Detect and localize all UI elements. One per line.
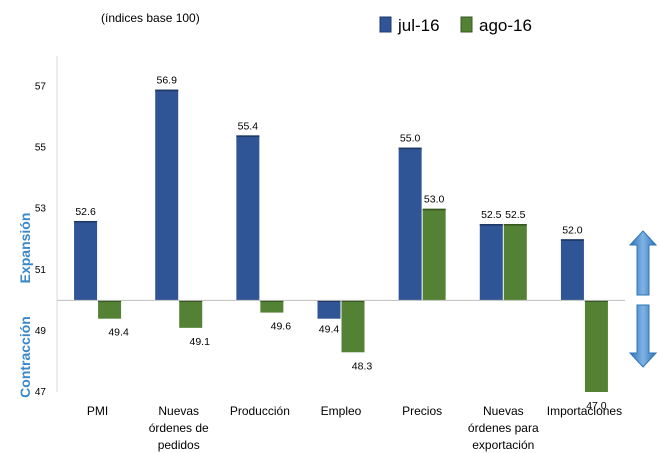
y-axis: 47 49 51 53 55 57 (35, 82, 47, 398)
x-tick-label: Nuevas (158, 404, 199, 418)
bar-ago (341, 300, 365, 353)
value-label: 47.0 (586, 400, 607, 412)
side-label-expansion: Expansión (17, 213, 33, 284)
x-axis-labels: PMI Nuevas órdenes de pedidos Producción Empl… (87, 404, 622, 452)
legend: jul-16 ago-16 (379, 16, 532, 35)
value-label: 49.4 (319, 324, 340, 336)
x-tick-label: Precios (402, 404, 442, 418)
value-label: 52.6 (75, 206, 96, 218)
bar-jul (74, 220, 98, 301)
bar-jul (398, 147, 422, 301)
value-label: 49.6 (271, 321, 292, 333)
value-label: 55.0 (400, 133, 421, 145)
value-label: 49.4 (108, 327, 129, 339)
x-tick-label: exportación (472, 438, 534, 452)
value-label: 52.5 (481, 209, 502, 221)
bar-jul (560, 239, 584, 301)
bar-jul (236, 135, 260, 301)
bar-ago (503, 224, 527, 301)
value-label: 52.5 (505, 209, 526, 221)
x-tick-label: PMI (87, 404, 108, 418)
value-labels: 52.6 56.9 55.4 49.4 55.0 52.5 52.0 49.4 49.1 49.6… (75, 75, 606, 412)
x-tick-label: Importaciones (547, 404, 622, 418)
value-label: 56.9 (156, 75, 177, 87)
arrow-up-icon (628, 230, 658, 296)
legend-swatch-jul (379, 16, 392, 33)
y-tick-label: 49 (35, 326, 47, 337)
legend-swatch-ago (460, 16, 473, 33)
x-tick-label: pedidos (158, 438, 200, 452)
bar-jul (317, 300, 341, 319)
bar-ago (179, 300, 203, 328)
legend-label-ago: ago-16 (479, 16, 532, 35)
y-tick-label: 47 (35, 387, 47, 398)
y-tick-label: 55 (35, 143, 47, 154)
bar-ago (584, 300, 608, 392)
bar-jul (479, 224, 503, 301)
legend-label-jul: jul-16 (397, 16, 440, 35)
bar-ago (260, 300, 284, 313)
x-tick-label: órdenes para (468, 421, 539, 435)
x-tick-label: órdenes de (149, 421, 209, 435)
value-label: 52.0 (562, 224, 583, 236)
x-tick-label: Empleo (321, 404, 362, 418)
value-label: 49.1 (189, 336, 210, 348)
value-label: 55.4 (238, 120, 259, 132)
bar-ago (422, 208, 446, 301)
value-label: 48.3 (352, 360, 373, 372)
bar-jul (155, 89, 179, 301)
bar-ago (98, 300, 122, 319)
side-label-contraction: Contracción (17, 316, 33, 398)
value-label: 53.0 (424, 194, 445, 206)
chart-subtitle: (índices base 100) (101, 11, 200, 25)
y-tick-label: 51 (35, 265, 47, 276)
bars (74, 89, 608, 392)
x-tick-label: Nuevas (483, 404, 524, 418)
arrow-down-icon (628, 304, 658, 368)
y-tick-label: 57 (35, 82, 47, 93)
y-tick-label: 53 (35, 204, 47, 215)
x-tick-label: Producción (230, 404, 290, 418)
